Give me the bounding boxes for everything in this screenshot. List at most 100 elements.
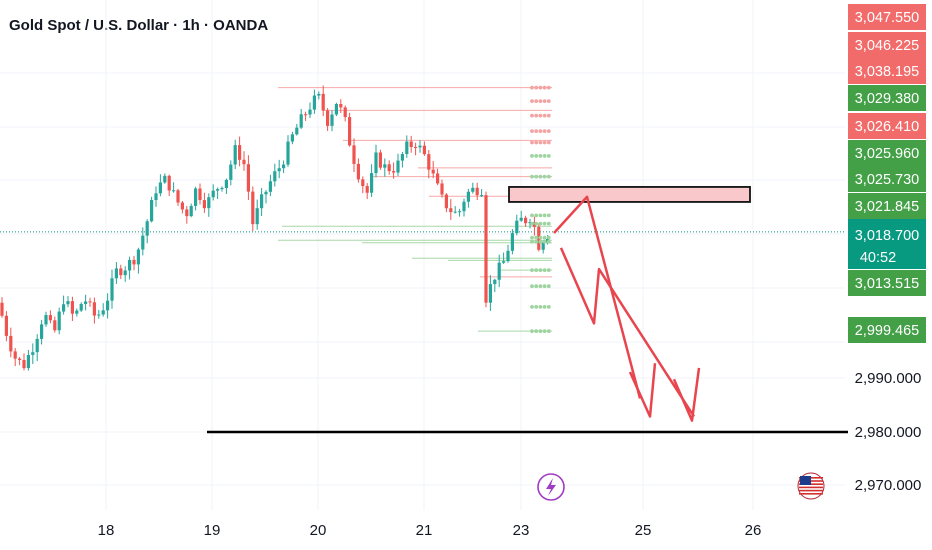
- level-dot: [534, 99, 539, 104]
- candle-body: [180, 202, 184, 210]
- candle-body: [510, 233, 514, 251]
- level-dot: [546, 213, 551, 218]
- price-label-text: 3,025.730: [855, 172, 920, 188]
- candle-body: [84, 301, 88, 304]
- candle-body: [405, 141, 409, 155]
- level-dot: [538, 221, 543, 226]
- candle-body: [317, 93, 321, 96]
- candle-body: [378, 152, 382, 168]
- candle-body: [163, 175, 167, 183]
- x-tick-label: 23: [513, 522, 530, 539]
- forecast-arrow-2: [559, 247, 696, 418]
- level-lines: [0, 87, 845, 332]
- countdown-text: 40:52: [860, 250, 896, 266]
- level-dot: [530, 129, 534, 134]
- level-dot: [530, 304, 534, 309]
- level-dot: [538, 268, 543, 273]
- current-price-label: [848, 219, 926, 269]
- candle-body: [383, 164, 387, 168]
- candle-body: [361, 179, 365, 187]
- candle-body: [453, 211, 457, 213]
- time-axis[interactable]: 18 19 20 21 23 25 26: [98, 522, 762, 539]
- candle-body: [264, 191, 268, 195]
- candle-body: [493, 279, 497, 285]
- level-dot: [534, 284, 539, 289]
- x-tick-label: 18: [98, 522, 115, 539]
- level-dot: [542, 221, 547, 226]
- candle-body: [92, 302, 96, 316]
- x-tick-label: 25: [635, 522, 652, 539]
- level-dot: [534, 239, 539, 244]
- candle-body: [502, 261, 506, 263]
- price-label: [848, 270, 926, 296]
- level-dot: [546, 221, 551, 226]
- level-dot: [538, 213, 543, 218]
- x-tick-label: 21: [416, 522, 433, 539]
- candle-body: [88, 301, 92, 303]
- y-tick-label: 2,980.000: [855, 424, 922, 441]
- level-dot: [542, 235, 547, 240]
- candle-body: [57, 311, 61, 331]
- candle-body: [528, 222, 532, 224]
- arrow-head-1: [628, 363, 657, 418]
- candle-body: [18, 358, 22, 360]
- forecast-arrow-1: [553, 195, 642, 399]
- level-dot: [546, 174, 551, 179]
- candle-body: [541, 242, 545, 250]
- candle-body: [312, 95, 316, 110]
- x-tick-label: 26: [745, 522, 762, 539]
- arrow-head-2: [672, 367, 701, 422]
- level-dot: [542, 174, 547, 179]
- candle-body: [431, 169, 435, 174]
- candle-body: [444, 194, 448, 209]
- level-dot: [538, 99, 543, 104]
- level-dot: [538, 154, 543, 158]
- candle-body: [97, 314, 101, 316]
- candles: [0, 85, 550, 371]
- flag-canton: [800, 476, 811, 485]
- candle-body: [286, 141, 290, 165]
- level-dot: [542, 329, 547, 334]
- candle-body: [4, 315, 8, 336]
- level-dot: [530, 154, 534, 158]
- candle-body: [515, 220, 519, 234]
- level-dot: [530, 221, 534, 226]
- level-dot: [530, 174, 534, 179]
- level-dot: [542, 99, 547, 104]
- candle-body: [488, 284, 492, 303]
- candle-body: [207, 197, 211, 209]
- candle-body: [524, 217, 528, 224]
- price-label: [848, 85, 926, 111]
- candle-body: [35, 338, 39, 353]
- price-label: [848, 32, 926, 58]
- candle-body: [532, 222, 536, 227]
- level-dot: [534, 154, 539, 158]
- candle-body: [145, 221, 149, 236]
- candle-body: [53, 320, 57, 331]
- level-dot: [546, 235, 551, 240]
- y-tick-label: 2,970.000: [855, 477, 922, 494]
- price-label-text: 3,021.845: [855, 199, 920, 215]
- price-label: [848, 113, 926, 139]
- level-dot: [538, 329, 543, 334]
- price-label-text: 3,026.410: [855, 119, 920, 135]
- candle-body: [462, 201, 466, 212]
- candle-body: [224, 179, 228, 188]
- price-label-text: 3,013.515: [855, 276, 920, 292]
- candle-body: [480, 195, 484, 197]
- level-dot: [542, 284, 547, 289]
- candle-body: [9, 335, 13, 352]
- level-dot: [546, 304, 551, 309]
- candle-body: [233, 145, 237, 165]
- level-dot: [530, 99, 534, 104]
- level-dot: [534, 329, 539, 334]
- candle-body: [185, 209, 189, 217]
- candle-body: [172, 190, 176, 192]
- candle-body: [374, 152, 378, 174]
- level-dot: [530, 329, 534, 334]
- price-axis[interactable]: 2,990.000 2,980.000 2,970.000 3,047.550 3,04…: [848, 4, 926, 494]
- level-dot: [546, 329, 551, 334]
- candle-body: [167, 175, 171, 191]
